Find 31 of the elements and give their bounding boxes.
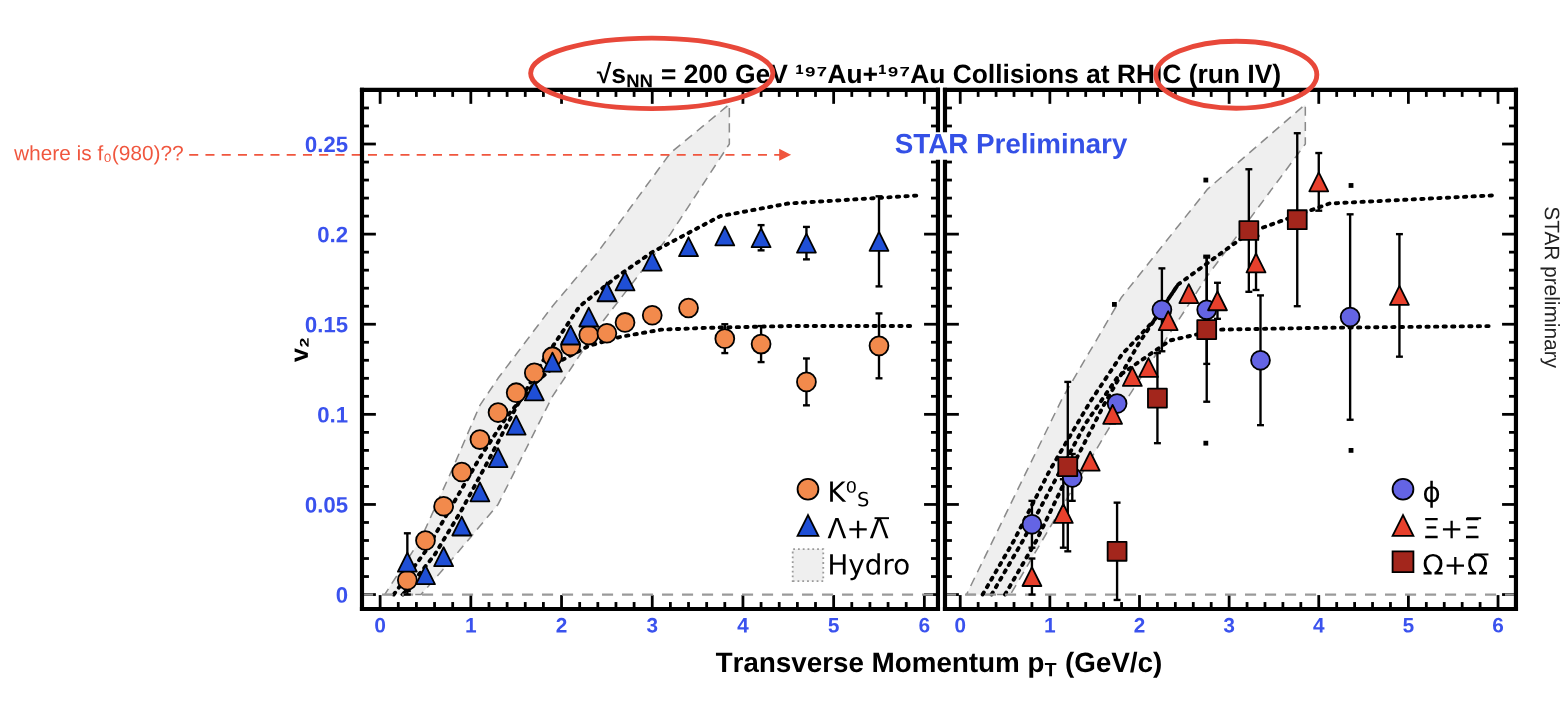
y-tick-label: 0 <box>336 587 348 603</box>
x-axis-title: Transverse Momentum p$_{T}$ (GeV/c) <box>715 651 1161 678</box>
x-tick-label: 5 <box>828 618 839 633</box>
y-axis-title: v₂ <box>294 338 309 362</box>
x-tick-label: 3 <box>646 617 658 633</box>
x-tick-label: 6 <box>919 617 930 633</box>
y-tick-label: 0.2 <box>318 226 348 243</box>
legend-label: Hydro <box>830 553 909 581</box>
x-tick-label: 2 <box>1134 617 1145 633</box>
ref-line-label: where is f₀(980)?? <box>14 145 183 165</box>
legend-label: Ω+Ω̅ <box>1423 553 1489 575</box>
legend-label: ϕ <box>1423 480 1440 508</box>
x-tick-label: 1 <box>466 618 477 633</box>
x-tick-label: 4 <box>1313 618 1325 633</box>
x-tick-label: 0 <box>375 617 386 633</box>
x-tick-label: 4 <box>737 618 749 633</box>
annotation: STAR Preliminary <box>895 133 1128 159</box>
text: STAR preliminary <box>1540 207 1560 368</box>
x-tick-label: 3 <box>1223 617 1235 633</box>
legend-label: K⁰$_{S}$ <box>830 481 869 507</box>
legend-label: Λ+Λ̅ <box>827 517 889 539</box>
y-tick-label: 0.25 <box>305 136 348 153</box>
y-tick-label: 0.15 <box>305 316 348 333</box>
x-tick-label: 6 <box>1493 617 1504 633</box>
x-tick-label: 2 <box>556 617 567 633</box>
legend-label: Ξ+Ξ̅ <box>1425 517 1482 539</box>
x-tick-label: 0 <box>955 617 966 633</box>
x-tick-label: 1 <box>1045 618 1056 633</box>
y-tick-label: 0.05 <box>305 496 348 513</box>
x-tick-label: 5 <box>1403 618 1414 633</box>
y-tick-label: 0.1 <box>318 406 348 423</box>
